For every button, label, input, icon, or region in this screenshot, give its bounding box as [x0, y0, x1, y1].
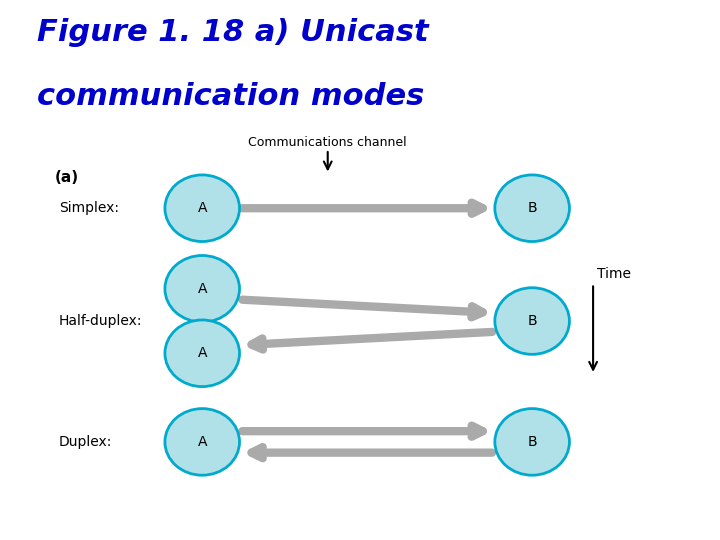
- Text: Simplex:: Simplex:: [59, 201, 119, 215]
- Text: B: B: [527, 201, 537, 215]
- Ellipse shape: [495, 288, 570, 354]
- Ellipse shape: [495, 409, 570, 475]
- Ellipse shape: [165, 175, 240, 241]
- Ellipse shape: [165, 320, 240, 387]
- Ellipse shape: [495, 175, 570, 241]
- Text: B: B: [527, 435, 537, 449]
- Ellipse shape: [165, 409, 240, 475]
- Text: A: A: [197, 346, 207, 360]
- Text: A: A: [197, 201, 207, 215]
- Text: communication modes: communication modes: [37, 82, 425, 111]
- Text: Time: Time: [597, 267, 631, 281]
- Text: Figure 1. 18 a) Unicast: Figure 1. 18 a) Unicast: [37, 17, 429, 46]
- Text: (a): (a): [55, 170, 79, 185]
- Text: Half-duplex:: Half-duplex:: [59, 314, 143, 328]
- Text: A: A: [197, 435, 207, 449]
- Ellipse shape: [165, 255, 240, 322]
- Text: B: B: [527, 314, 537, 328]
- Text: Duplex:: Duplex:: [59, 435, 112, 449]
- Text: Communications channel: Communications channel: [248, 136, 407, 149]
- Text: A: A: [197, 282, 207, 296]
